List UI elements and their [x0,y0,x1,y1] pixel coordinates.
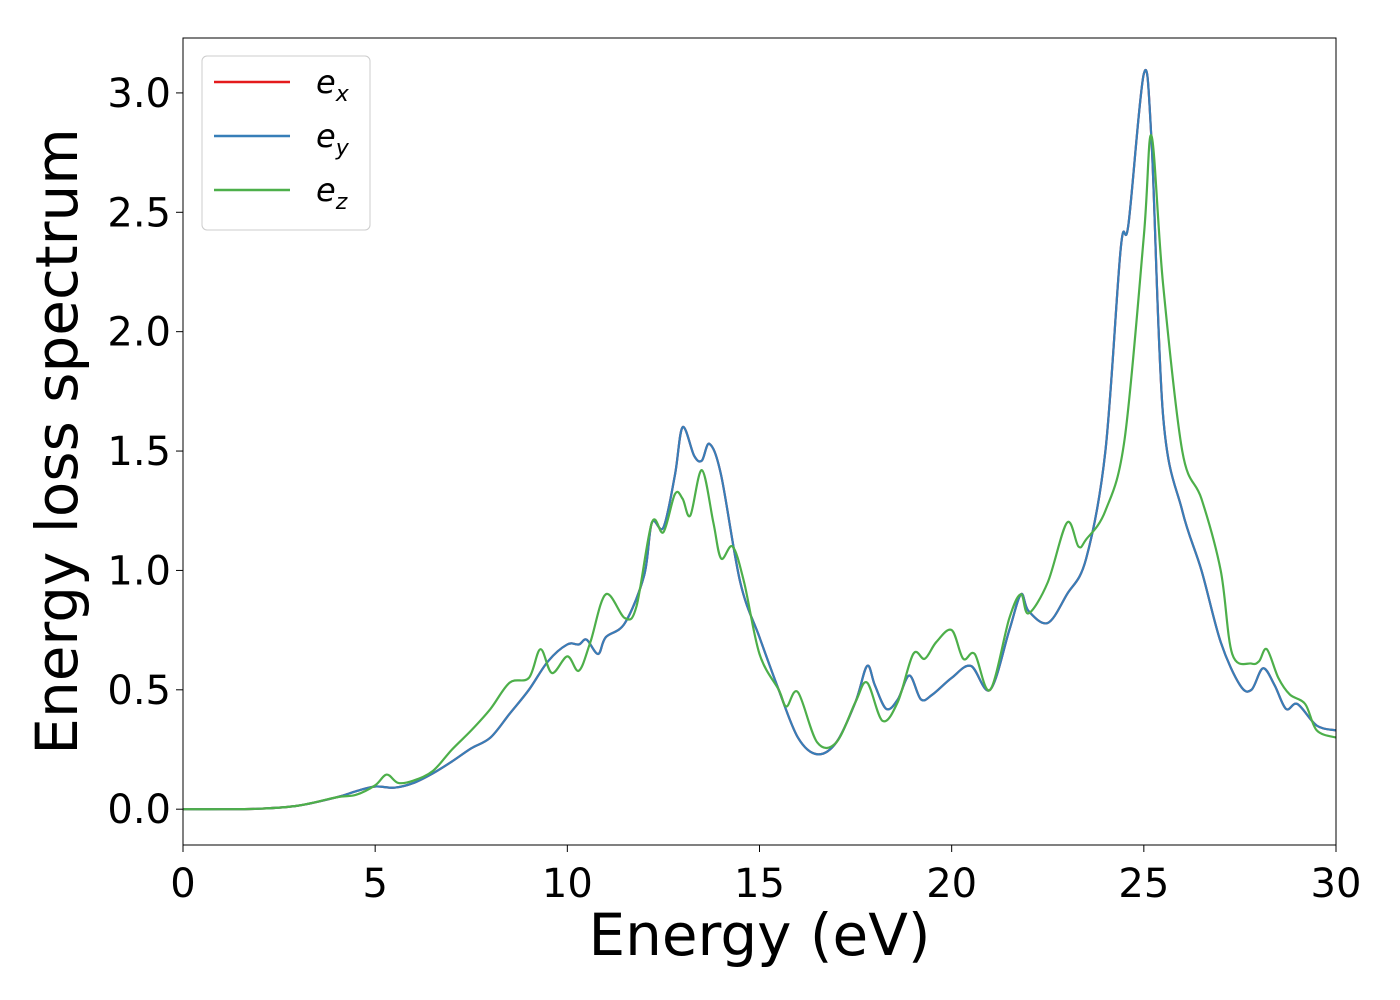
legend-box [201,55,371,231]
x-axis: 0 5 10 15 20 25 30 [170,845,1361,907]
x-tick-label: 10 [542,861,593,907]
y-tick-label: 2.0 [107,310,171,356]
legend-label-x: ex [316,63,350,107]
x-tick-label: 25 [1118,861,1169,907]
y-axis: 0.0 0.5 1.0 1.5 2.0 2.5 3.0 [107,71,183,833]
y-axis-label: Energy loss spectrum [23,128,91,754]
y-tick-label: 2.5 [107,190,171,236]
legend-label-z: ez [316,171,348,215]
y-tick-label: 1.0 [107,548,171,594]
y-tick-label: 0.5 [107,668,171,714]
y-tick-label: 1.5 [107,429,171,475]
x-tick-label: 20 [926,861,977,907]
legend-label-y: ey [316,117,350,161]
y-tick-label: 3.0 [107,71,171,117]
x-tick-label: 30 [1311,861,1362,907]
x-tick-label: 0 [170,861,195,907]
x-tick-label: 5 [362,861,387,907]
series-layer [183,68,1336,811]
legend: ex ey ez [201,55,371,231]
series-line-e-z [183,134,1336,811]
x-tick-label: 15 [734,861,785,907]
x-axis-label: Energy (eV) [588,901,930,969]
y-tick-label: 0.0 [107,787,171,833]
